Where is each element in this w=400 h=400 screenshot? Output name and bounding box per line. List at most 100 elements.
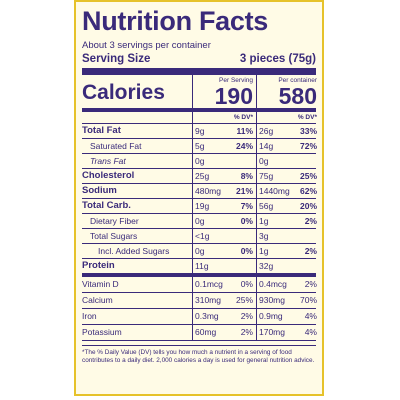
container-amount: 3g [256, 229, 288, 243]
container-dv: 33% [299, 126, 317, 136]
nutrient-table: Total Fat 9g 11% 26g 33% Saturated Fat 5… [82, 124, 317, 277]
servings-per-container: About 3 servings per container [82, 40, 211, 51]
nutrient-row: Dietary Fiber 0g 0% 1g 2% [82, 214, 317, 229]
container-amount: 26g [256, 124, 288, 138]
serving-amount: 0g [192, 154, 224, 168]
nutrient-name: Total Sugars [90, 231, 138, 241]
vitamin-name: Calcium [82, 295, 113, 305]
nutrient-name: Total Carb. [82, 200, 131, 211]
daily-value-footnote: *The % Daily Value (DV) tells you how mu… [82, 345, 316, 365]
container-amount: 0g [256, 154, 288, 168]
container-amount: 32g [256, 259, 288, 273]
serving-dv: 21% [235, 186, 253, 196]
container-dv: 4% [304, 311, 317, 321]
calories-block: Calories Per Serving 190 Per container 5… [82, 75, 317, 112]
container-dv [288, 259, 320, 273]
serving-amount: 5g [192, 139, 224, 153]
calories-container-column: Per container 580 [256, 75, 320, 108]
serving-dv [224, 154, 256, 168]
panel-title: Nutrition Facts [82, 6, 269, 36]
container-amount: 0.4mcg [256, 277, 288, 292]
container-dv: 2% [304, 279, 317, 289]
serving-dv: 8% [240, 171, 253, 181]
container-dv: 25% [299, 171, 317, 181]
serving-size-label: Serving Size [82, 53, 151, 65]
serving-amount: 11g [192, 259, 224, 273]
serving-dv: 11% [236, 126, 253, 136]
serving-dv: 25% [235, 295, 253, 305]
dv-header-serving: % DV* [192, 112, 256, 123]
nutrient-row: Total Fat 9g 11% 26g 33% [82, 124, 317, 139]
calories-serving-column: Per Serving 190 [192, 75, 256, 108]
nutrient-row: Saturated Fat 5g 24% 14g 72% [82, 139, 317, 154]
serving-amount: 9g [192, 124, 224, 138]
container-amount: 1g [256, 214, 288, 228]
serving-size-row: Serving Size 3 pieces (75g) [82, 53, 316, 75]
container-dv: 72% [299, 141, 317, 151]
container-dv: 2% [304, 216, 317, 226]
vitamin-name: Iron [82, 311, 97, 321]
serving-amount: 19g [192, 199, 224, 213]
container-amount: 1g [256, 244, 288, 258]
serving-amount: 310mg [192, 293, 224, 308]
container-amount: 930mg [256, 293, 288, 308]
vitamin-row: Potassium 60mg 2% 170mg 4% [82, 325, 317, 341]
nutrient-name: Cholesterol [82, 170, 135, 181]
container-amount: 56g [256, 199, 288, 213]
calories-container-value: 580 [278, 83, 317, 109]
vitamin-row: Iron 0.3mg 2% 0.9mg 4% [82, 309, 317, 325]
serving-dv [224, 259, 256, 273]
container-amount: 0.9mg [256, 309, 288, 324]
vitamin-row: Vitamin D 0.1mcg 0% 0.4mcg 2% [82, 277, 317, 293]
container-amount: 14g [256, 139, 288, 153]
nutrient-name: Trans Fat [90, 156, 126, 166]
per-serving-header: Per Serving [219, 77, 253, 84]
serving-dv: 0% [240, 279, 253, 289]
serving-amount: 0.3mg [192, 309, 224, 324]
nutrient-row: Total Sugars <1g 3g [82, 229, 316, 244]
serving-dv: 2% [240, 311, 253, 321]
nutrient-name: Saturated Fat [90, 141, 142, 151]
nutrient-row: Cholesterol 25g 8% 75g 25% [82, 169, 317, 184]
serving-amount: 25g [192, 169, 224, 183]
serving-amount: 60mg [192, 325, 224, 340]
calories-serving-value: 190 [214, 83, 253, 109]
nutrient-name: Incl. Added Sugars [98, 246, 170, 256]
serving-dv: 7% [240, 201, 253, 211]
vitamin-row: Calcium 310mg 25% 930mg 70% [82, 293, 317, 309]
nutrient-row: Protein 11g 32g [82, 259, 316, 277]
serving-size-value: 3 pieces (75g) [239, 53, 316, 65]
container-amount: 1440mg [256, 184, 290, 198]
nutrient-row: Sodium 480mg 21% 1440mg 62% [82, 184, 317, 199]
vitamin-table: Vitamin D 0.1mcg 0% 0.4mcg 2% Calcium 31… [82, 277, 317, 341]
nutrient-name: Sodium [82, 185, 117, 196]
serving-dv [224, 229, 256, 243]
serving-amount: 480mg [192, 184, 224, 198]
serving-amount: 0g [192, 244, 224, 258]
dv-header-container: % DV* [256, 112, 320, 123]
container-amount: 75g [256, 169, 288, 183]
nutrient-name: Dietary Fiber [90, 216, 139, 226]
container-dv: 4% [304, 327, 317, 337]
serving-amount: <1g [192, 229, 224, 243]
serving-dv: 24% [235, 141, 253, 151]
container-dv: 62% [299, 186, 317, 196]
nutrient-row: Total Carb. 19g 7% 56g 20% [82, 199, 317, 214]
container-dv: 20% [299, 201, 317, 211]
serving-dv: 0% [240, 246, 253, 256]
serving-dv: 0% [240, 216, 253, 226]
container-amount: 170mg [256, 325, 288, 340]
serving-dv: 2% [240, 327, 253, 337]
serving-amount: 0.1mcg [192, 277, 224, 292]
vitamin-name: Vitamin D [82, 279, 119, 289]
container-dv: 70% [299, 295, 317, 305]
nutrient-row: Incl. Added Sugars 0g 0% 1g 2% [82, 244, 317, 259]
serving-amount: 0g [192, 214, 224, 228]
calories-label: Calories [82, 81, 165, 104]
per-container-header: Per container [278, 77, 317, 84]
vitamin-name: Potassium [82, 327, 122, 337]
container-dv: 2% [304, 246, 317, 256]
nutrient-row: Trans Fat 0g 0g [82, 154, 316, 169]
container-dv [288, 154, 320, 168]
nutrient-name: Protein [82, 260, 115, 271]
